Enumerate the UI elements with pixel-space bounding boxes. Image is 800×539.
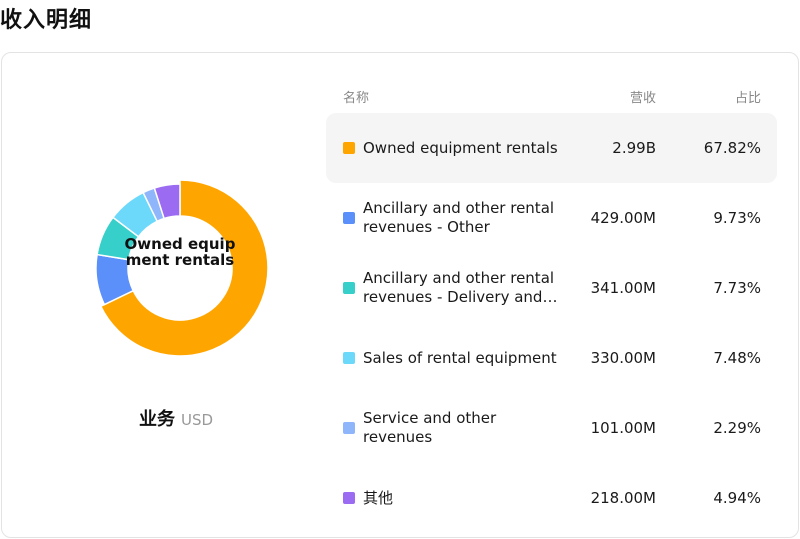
legend-swatch [343,352,355,364]
row-name: Ancillary and other rental revenues - Ot… [363,199,555,236]
table-row[interactable]: 其他 218.00M 4.94% [326,463,777,533]
header-revenue: 营收 [629,91,656,106]
segment-caption: 业务 USD [2,405,350,431]
table-row[interactable]: Owned equipment rentals 2.99B 67.82% [326,113,777,183]
legend-swatch [343,492,355,504]
page-title: 收入明细 [0,8,93,33]
donut-slice[interactable] [99,179,269,357]
revenue-breakdown-card: Owned equipment rentals 业务 USD 名称 营收 占比 O… [1,52,799,538]
row-name: Service and other revenues [363,409,497,446]
row-name: 其他 [363,488,394,507]
legend-swatch [343,142,355,154]
row-share: 7.73% [713,279,761,297]
revenue-donut-chart[interactable]: Owned equipment rentals [90,178,270,358]
row-share: 67.82% [703,139,761,157]
row-share: 4.94% [713,489,761,507]
legend-swatch [343,422,355,434]
revenue-table: Owned equipment rentals 2.99B 67.82% Anc… [326,113,777,533]
row-revenue: 2.99B [612,139,656,157]
donut-center-label: Owned equipment rentals [124,236,236,269]
table-row[interactable]: Service and other revenues 101.00M 2.29% [326,393,777,463]
table-row[interactable]: Sales of rental equipment 330.00M 7.48% [326,323,777,393]
segment-name: 业务 [138,409,175,430]
table-header: 名称 营收 占比 [327,87,777,107]
row-revenue: 429.00M [590,209,656,227]
row-name: Ancillary and other rental revenues - De… [363,269,555,306]
header-share: 占比 [734,91,761,106]
donut-slice[interactable] [153,183,181,220]
table-row[interactable]: Ancillary and other rental revenues - Ot… [326,183,777,253]
table-row[interactable]: Ancillary and other rental revenues - De… [326,253,777,323]
row-share: 2.29% [713,419,761,437]
row-revenue: 101.00M [590,419,656,437]
header-name: 名称 [343,91,370,106]
row-revenue: 330.00M [590,349,656,367]
row-revenue: 218.00M [590,489,656,507]
segment-currency: USD [180,411,214,429]
row-revenue: 341.00M [590,279,656,297]
legend-swatch [343,212,355,224]
row-share: 7.48% [713,349,761,367]
row-name: Sales of rental equipment [363,348,557,367]
legend-swatch [343,282,355,294]
row-share: 9.73% [713,209,761,227]
donut-svg [95,179,269,357]
row-name: Owned equipment rentals [363,138,558,157]
